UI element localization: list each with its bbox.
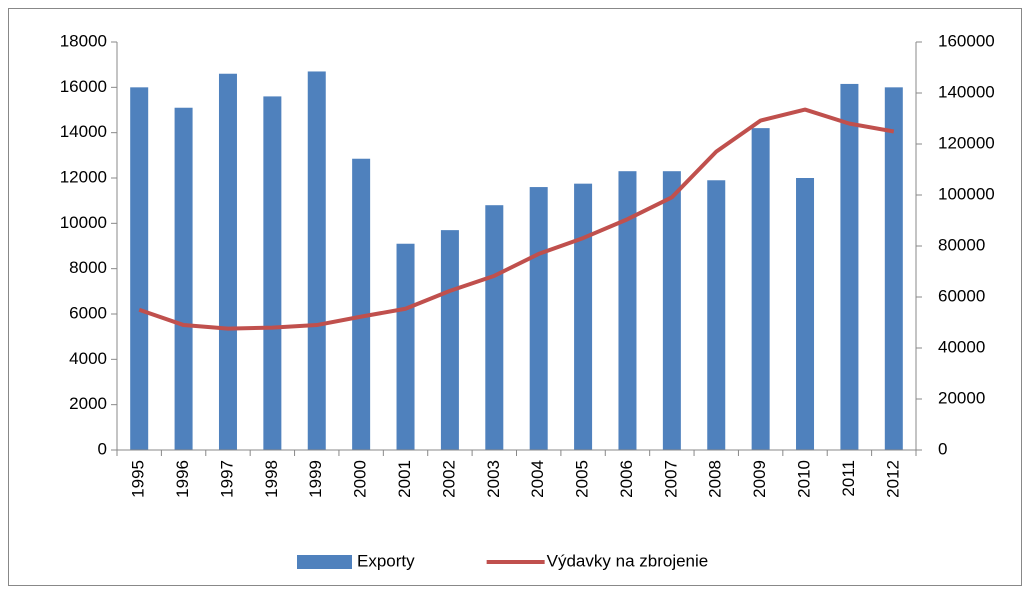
x-tick-label: 1998	[262, 460, 281, 498]
y-tick-label: 8000	[69, 258, 107, 277]
x-tick-label: 2012	[883, 460, 902, 498]
bar	[396, 243, 415, 450]
bar	[574, 183, 593, 450]
bar	[751, 128, 770, 450]
bar	[174, 107, 193, 450]
y2-tick-label: 100000	[938, 184, 995, 203]
chart-frame	[8, 8, 1022, 586]
bar	[884, 87, 903, 450]
y-tick-label: 0	[98, 439, 107, 458]
y2-tick-label: 80000	[938, 235, 985, 254]
y-tick-label: 2000	[69, 394, 107, 413]
x-tick-label: 2001	[395, 460, 414, 498]
y-tick-label: 10000	[60, 213, 107, 232]
bar	[707, 180, 726, 450]
bar	[352, 158, 371, 450]
x-tick-label: 1997	[217, 460, 236, 498]
bar	[307, 71, 326, 450]
y2-tick-label: 0	[938, 439, 947, 458]
x-tick-label: 2009	[750, 460, 769, 498]
y2-tick-label: 160000	[938, 31, 995, 50]
bar	[485, 205, 504, 450]
y2-tick-label: 60000	[938, 286, 985, 305]
legend-label: Exporty	[357, 551, 415, 570]
y-tick-label: 12000	[60, 167, 107, 186]
x-tick-label: 2005	[573, 460, 592, 498]
x-tick-label: 2002	[439, 460, 458, 498]
x-tick-label: 1995	[129, 460, 148, 498]
bar	[130, 87, 149, 450]
x-tick-label: 2008	[706, 460, 725, 498]
y2-tick-label: 40000	[938, 337, 985, 356]
x-tick-label: 2010	[795, 460, 814, 498]
y2-tick-label: 120000	[938, 133, 995, 152]
x-tick-label: 1999	[306, 460, 325, 498]
legend-label: Výdavky na zbrojenie	[547, 551, 709, 570]
line	[138, 107, 895, 331]
y-tick-label: 6000	[69, 303, 107, 322]
y-tick-label: 18000	[60, 31, 107, 50]
x-tick-label: 2000	[351, 460, 370, 498]
bar	[662, 171, 681, 450]
legend-swatch	[297, 555, 352, 569]
y-tick-label: 4000	[69, 349, 107, 368]
x-tick-label: 2003	[484, 460, 503, 498]
bar	[263, 96, 282, 451]
y2-tick-label: 140000	[938, 82, 995, 101]
x-tick-label: 2011	[839, 460, 858, 497]
y-tick-label: 14000	[60, 122, 107, 141]
x-tick-label: 2006	[617, 460, 636, 498]
x-tick-label: 2007	[661, 460, 680, 498]
x-tick-label: 2004	[528, 460, 547, 498]
bar	[840, 83, 859, 450]
bar	[796, 178, 815, 450]
bar	[529, 187, 548, 451]
y2-tick-label: 20000	[938, 388, 985, 407]
x-tick-label: 1996	[173, 460, 192, 498]
bar	[218, 73, 237, 450]
y-tick-label: 16000	[60, 77, 107, 96]
bar	[618, 171, 637, 450]
bar	[440, 230, 459, 450]
